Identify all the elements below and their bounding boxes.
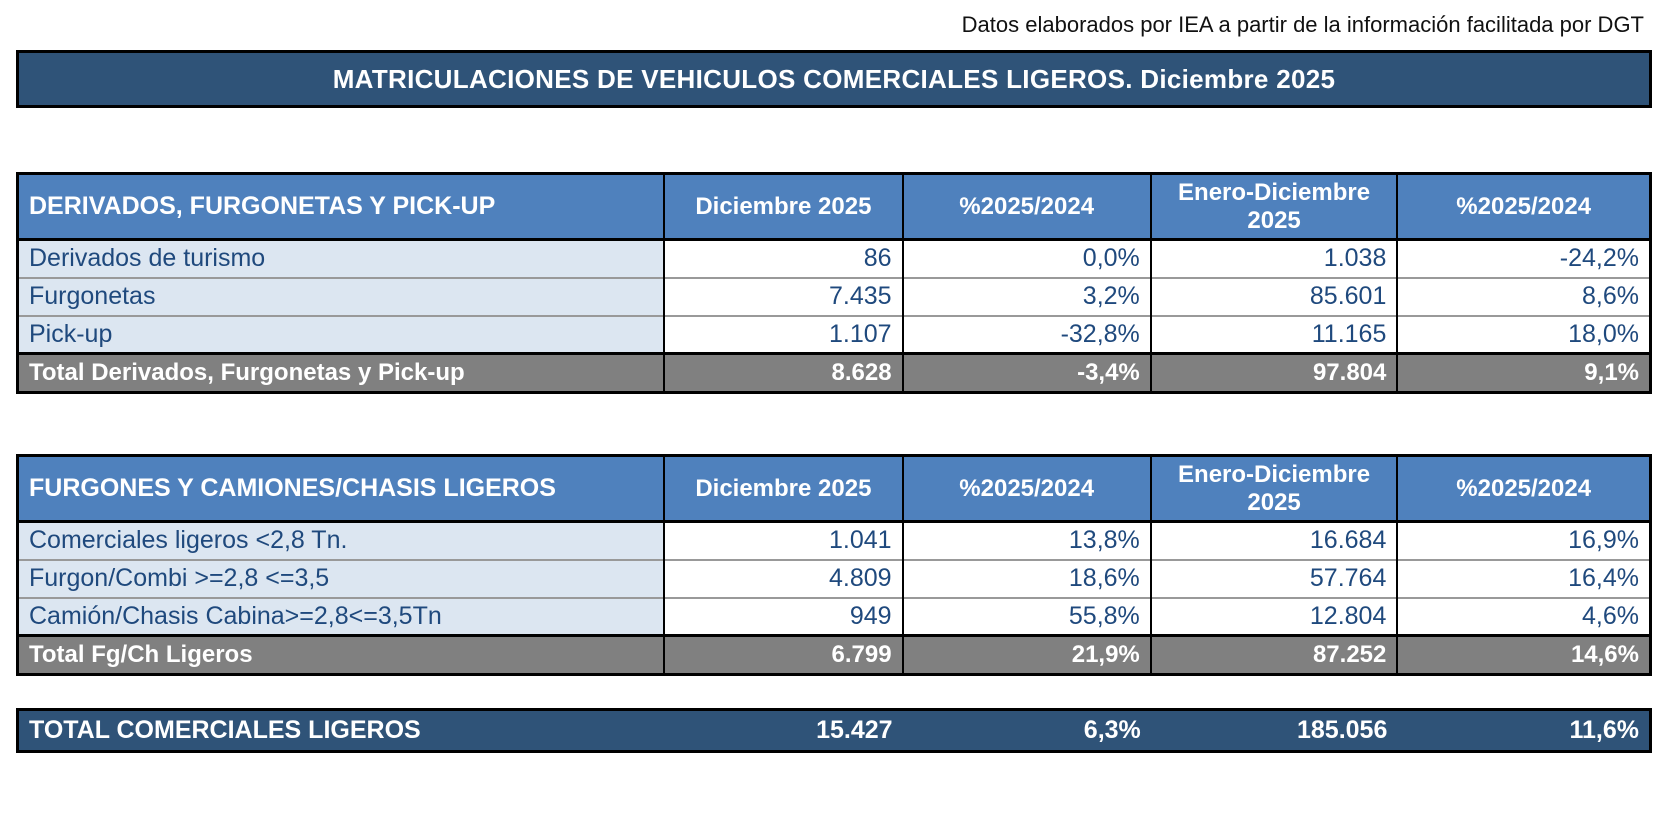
column-header-diciembre: Diciembre 2025	[663, 455, 903, 523]
column-header-pct-month: %2025/2024	[901, 173, 1151, 241]
table-row: Comerciales ligeros <2,8 Tn. 1.041 13,8%…	[17, 521, 1651, 560]
value-cell: -32,8%	[901, 314, 1151, 354]
value-cell: 13,8%	[901, 521, 1151, 560]
grand-total-row: TOTAL COMERCIALES LIGEROS 15.427 6,3% 18…	[17, 709, 1651, 752]
table-header-row: FURGONES Y CAMIONES/CHASIS LIGEROS Dicie…	[17, 455, 1651, 523]
total-value-cell: 87.252	[1149, 634, 1398, 675]
value-cell: -24,2%	[1396, 239, 1651, 278]
value-cell: 0,0%	[901, 239, 1151, 278]
column-header-pct-ytd: %2025/2024	[1396, 173, 1651, 241]
report-title-bar: MATRICULACIONES DE VEHICULOS COMERCIALES…	[16, 50, 1652, 108]
total-value-cell: 8.628	[663, 352, 903, 393]
row-label: Pick-up	[17, 314, 665, 354]
value-cell: 16.684	[1149, 521, 1398, 560]
total-label: Total Fg/Ch Ligeros	[17, 634, 665, 675]
value-cell: 7.435	[663, 276, 903, 316]
spacer	[16, 394, 1652, 454]
grand-total-value-cell: 15.427	[664, 709, 903, 752]
total-row: Total Fg/Ch Ligeros 6.799 21,9% 87.252 1…	[17, 634, 1651, 675]
spacer	[16, 676, 1652, 708]
value-cell: 16,9%	[1396, 521, 1651, 560]
report-title: MATRICULACIONES DE VEHICULOS COMERCIALES…	[332, 63, 1336, 94]
row-label: Derivados de turismo	[17, 239, 665, 278]
total-value-cell: -3,4%	[901, 352, 1151, 393]
total-value-cell: 21,9%	[901, 634, 1151, 675]
value-cell: 949	[663, 596, 903, 636]
value-cell: 18,6%	[901, 558, 1151, 598]
row-label: Comerciales ligeros <2,8 Tn.	[17, 521, 665, 560]
value-cell: 57.764	[1149, 558, 1398, 598]
value-cell: 3,2%	[901, 276, 1151, 316]
column-header-pct-month: %2025/2024	[901, 455, 1151, 523]
value-cell: 1.038	[1149, 239, 1398, 278]
table-furgones-camiones-chasis: FURGONES Y CAMIONES/CHASIS LIGEROS Dicie…	[16, 454, 1652, 676]
column-header-enero-diciembre: Enero-Diciembre 2025	[1149, 455, 1398, 523]
total-value-cell: 6.799	[663, 634, 903, 675]
grand-total-value-cell: 185.056	[1150, 709, 1398, 752]
row-label: Furgonetas	[17, 276, 665, 316]
total-row: Total Derivados, Furgonetas y Pick-up 8.…	[17, 352, 1651, 393]
table-row: Furgonetas 7.435 3,2% 85.601 8,6%	[17, 276, 1651, 316]
category-header: DERIVADOS, FURGONETAS Y PICK-UP	[17, 173, 665, 241]
table-derivados-furgonetas-pickup: DERIVADOS, FURGONETAS Y PICK-UP Diciembr…	[16, 172, 1652, 394]
value-cell: 12.804	[1149, 596, 1398, 636]
grand-total-label: TOTAL COMERCIALES LIGEROS	[17, 709, 665, 752]
total-label: Total Derivados, Furgonetas y Pick-up	[17, 352, 665, 393]
table-row: Camión/Chasis Cabina>=2,8<=3,5Tn 949 55,…	[17, 596, 1651, 636]
category-header: FURGONES Y CAMIONES/CHASIS LIGEROS	[17, 455, 665, 523]
value-cell: 85.601	[1149, 276, 1398, 316]
grand-total-bar: TOTAL COMERCIALES LIGEROS 15.427 6,3% 18…	[16, 708, 1652, 753]
total-value-cell: 9,1%	[1396, 352, 1651, 393]
value-cell: 55,8%	[901, 596, 1151, 636]
value-cell: 16,4%	[1396, 558, 1651, 598]
row-label: Camión/Chasis Cabina>=2,8<=3,5Tn	[17, 596, 665, 636]
grand-total-value-cell: 6,3%	[902, 709, 1151, 752]
column-header-pct-ytd: %2025/2024	[1396, 455, 1651, 523]
table-row: Furgon/Combi >=2,8 <=3,5 4.809 18,6% 57.…	[17, 558, 1651, 598]
value-cell: 4,6%	[1396, 596, 1651, 636]
table-row: Pick-up 1.107 -32,8% 11.165 18,0%	[17, 314, 1651, 354]
value-cell: 1.107	[663, 314, 903, 354]
column-header-enero-diciembre: Enero-Diciembre 2025	[1149, 173, 1398, 241]
value-cell: 86	[663, 239, 903, 278]
value-cell: 4.809	[663, 558, 903, 598]
value-cell: 18,0%	[1396, 314, 1651, 354]
column-header-diciembre: Diciembre 2025	[663, 173, 903, 241]
table-row: Derivados de turismo 86 0,0% 1.038 -24,2…	[17, 239, 1651, 278]
value-cell: 8,6%	[1396, 276, 1651, 316]
table-header-row: DERIVADOS, FURGONETAS Y PICK-UP Diciembr…	[17, 173, 1651, 241]
total-value-cell: 14,6%	[1396, 634, 1651, 675]
value-cell: 1.041	[663, 521, 903, 560]
total-value-cell: 97.804	[1149, 352, 1398, 393]
grand-total-value-cell: 11,6%	[1397, 709, 1651, 752]
source-note: Datos elaborados por IEA a partir de la …	[961, 12, 1644, 37]
row-label: Furgon/Combi >=2,8 <=3,5	[17, 558, 665, 598]
value-cell: 11.165	[1149, 314, 1398, 354]
